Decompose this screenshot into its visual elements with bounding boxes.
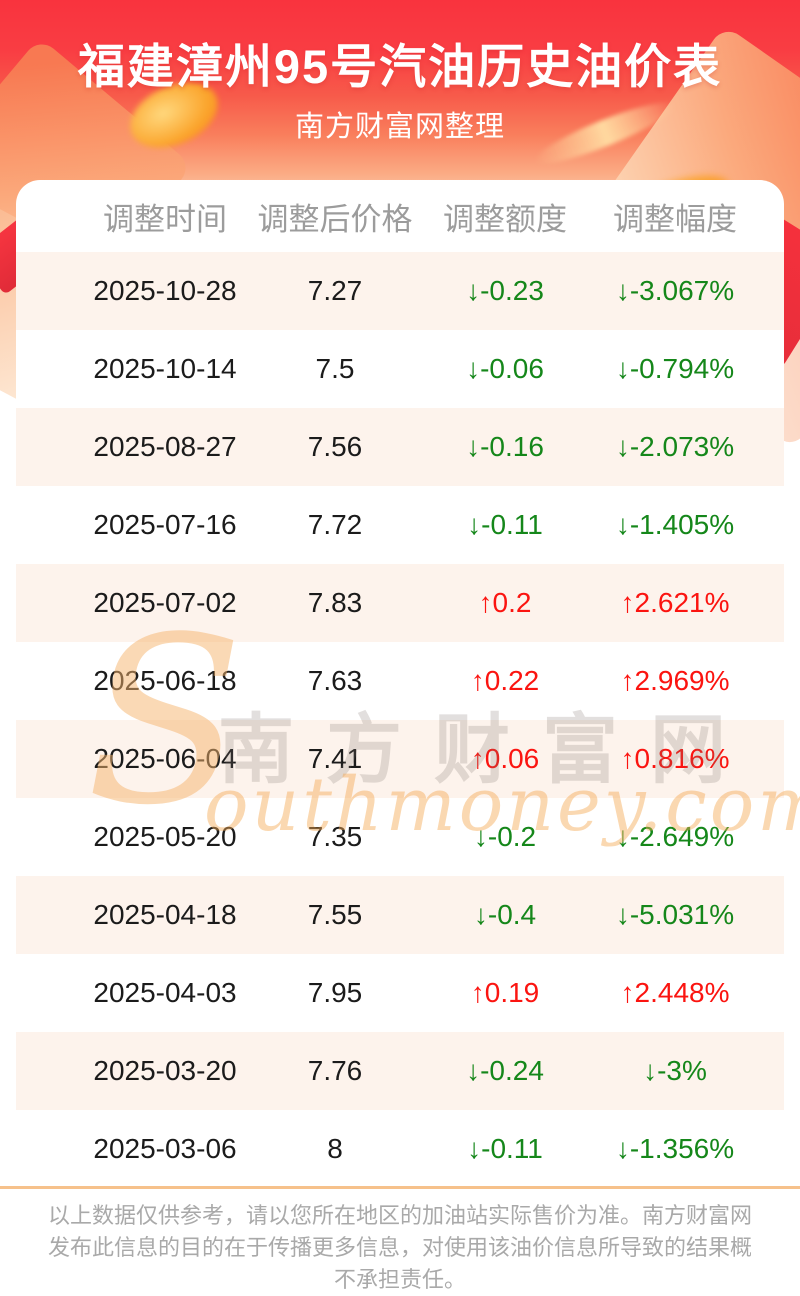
adjusted-price-cell: 7.63 [307, 665, 363, 696]
table-row: 2025-04-03 7.95 ↑0.19 ↑2.448% [16, 954, 784, 1032]
column-header-adjust-percent: 调整幅度 [613, 201, 737, 237]
footer: 以上数据仅供参考，请以您所在地区的加油站实际售价为准。南方财富网发布此信息的目的… [0, 1186, 800, 1296]
adjust-date-cell: 2025-04-03 [93, 977, 237, 1008]
table-header-row: 调整时间 调整后价格 调整额度 调整幅度 [16, 180, 784, 252]
table-body: 2025-10-28 7.27 ↓-0.23 ↓-3.067% 2025-10-… [16, 252, 784, 1188]
adjust-amount-cell: ↓-0.11 [467, 1133, 543, 1164]
adjust-date-cell: 2025-03-06 [93, 1133, 237, 1164]
table-row: 2025-07-02 7.83 ↑0.2 ↑2.621% [16, 564, 784, 642]
table-row: 2025-03-06 8 ↓-0.11 ↓-1.356% [16, 1110, 784, 1188]
adjust-percent-cell: ↓-3.067% [615, 275, 735, 306]
adjust-amount-cell: ↑0.22 [470, 665, 540, 696]
adjust-date-cell: 2025-06-18 [93, 665, 237, 696]
adjust-amount-cell: ↓-0.23 [466, 275, 544, 306]
adjusted-price-cell: 7.83 [307, 587, 363, 618]
adjust-date-cell: 2025-07-16 [93, 509, 237, 540]
adjust-amount-cell: ↑0.06 [470, 743, 540, 774]
table-row: 2025-06-18 7.63 ↑0.22 ↑2.969% [16, 642, 784, 720]
adjust-amount-cell: ↓-0.06 [466, 353, 544, 384]
table-row: 2025-04-18 7.55 ↓-0.4 ↓-5.031% [16, 876, 784, 954]
adjust-percent-cell: ↑2.448% [620, 977, 730, 1008]
adjust-percent-cell: ↓-1.405% [615, 509, 735, 540]
table-row: 2025-05-20 7.35 ↓-0.2 ↓-2.649% [16, 798, 784, 876]
adjusted-price-cell: 7.76 [307, 1055, 363, 1086]
adjust-amount-cell: ↑0.2 [478, 587, 532, 618]
adjust-amount-cell: ↓-0.24 [466, 1055, 544, 1086]
column-header-adjust-time: 调整时间 [103, 201, 227, 237]
adjusted-price-cell: 7.72 [307, 509, 363, 540]
adjust-date-cell: 2025-06-04 [93, 743, 237, 774]
disclaimer-text: 以上数据仅供参考，请以您所在地区的加油站实际售价为准。南方财富网发布此信息的目的… [47, 1203, 752, 1292]
adjusted-price-cell: 7.55 [307, 899, 363, 930]
price-table-card: 调整时间 调整后价格 调整额度 调整幅度 2025-10-28 7.27 ↓-0… [16, 180, 784, 1188]
adjust-date-cell: 2025-05-20 [93, 821, 237, 852]
table-row: 2025-10-28 7.27 ↓-0.23 ↓-3.067% [16, 252, 784, 330]
adjust-amount-cell: ↓-0.16 [466, 431, 544, 462]
adjust-date-cell: 2025-04-18 [93, 899, 237, 930]
adjust-date-cell: 2025-08-27 [93, 431, 237, 462]
adjusted-price-cell: 7.56 [307, 431, 363, 462]
adjust-amount-cell: ↓-0.2 [473, 821, 537, 852]
table-row: 2025-03-20 7.76 ↓-0.24 ↓-3% [16, 1032, 784, 1110]
adjust-date-cell: 2025-10-14 [93, 353, 237, 384]
adjust-date-cell: 2025-07-02 [93, 587, 237, 618]
adjust-percent-cell: ↑2.969% [620, 665, 730, 696]
adjust-amount-cell: ↑0.19 [470, 977, 540, 1008]
page-title: 福建漳州95号汽油历史油价表 [77, 40, 723, 93]
column-header-adjusted-price: 调整后价格 [257, 201, 413, 237]
adjust-percent-cell: ↓-2.073% [615, 431, 735, 462]
page-subtitle: 南方财富网整理 [294, 111, 505, 143]
adjusted-price-cell: 7.95 [307, 977, 363, 1008]
adjusted-price-cell: 7.35 [307, 821, 363, 852]
adjust-percent-cell: ↓-5.031% [615, 899, 735, 930]
adjust-percent-cell: ↓-0.794% [615, 353, 735, 384]
table-row: 2025-06-04 7.41 ↑0.06 ↑0.816% [16, 720, 784, 798]
adjust-amount-cell: ↓-0.11 [467, 509, 543, 540]
table-row: 2025-07-16 7.72 ↓-0.11 ↓-1.405% [16, 486, 784, 564]
adjusted-price-cell: 7.41 [307, 743, 363, 774]
adjust-percent-cell: ↓-3% [643, 1055, 707, 1086]
column-header-adjust-amount: 调整额度 [443, 201, 567, 237]
adjust-percent-cell: ↑0.816% [620, 743, 730, 774]
adjust-percent-cell: ↓-2.649% [615, 821, 735, 852]
adjusted-price-cell: 7.27 [307, 275, 363, 306]
adjust-date-cell: 2025-10-28 [93, 275, 237, 306]
table-row: 2025-10-14 7.5 ↓-0.06 ↓-0.794% [16, 330, 784, 408]
adjust-percent-cell: ↓-1.356% [615, 1133, 735, 1164]
adjust-percent-cell: ↑2.621% [620, 587, 730, 618]
adjust-amount-cell: ↓-0.4 [473, 899, 537, 930]
adjusted-price-cell: 7.5 [315, 353, 355, 384]
adjusted-price-cell: 8 [327, 1133, 343, 1164]
adjust-date-cell: 2025-03-20 [93, 1055, 237, 1086]
table-row: 2025-08-27 7.56 ↓-0.16 ↓-2.073% [16, 408, 784, 486]
